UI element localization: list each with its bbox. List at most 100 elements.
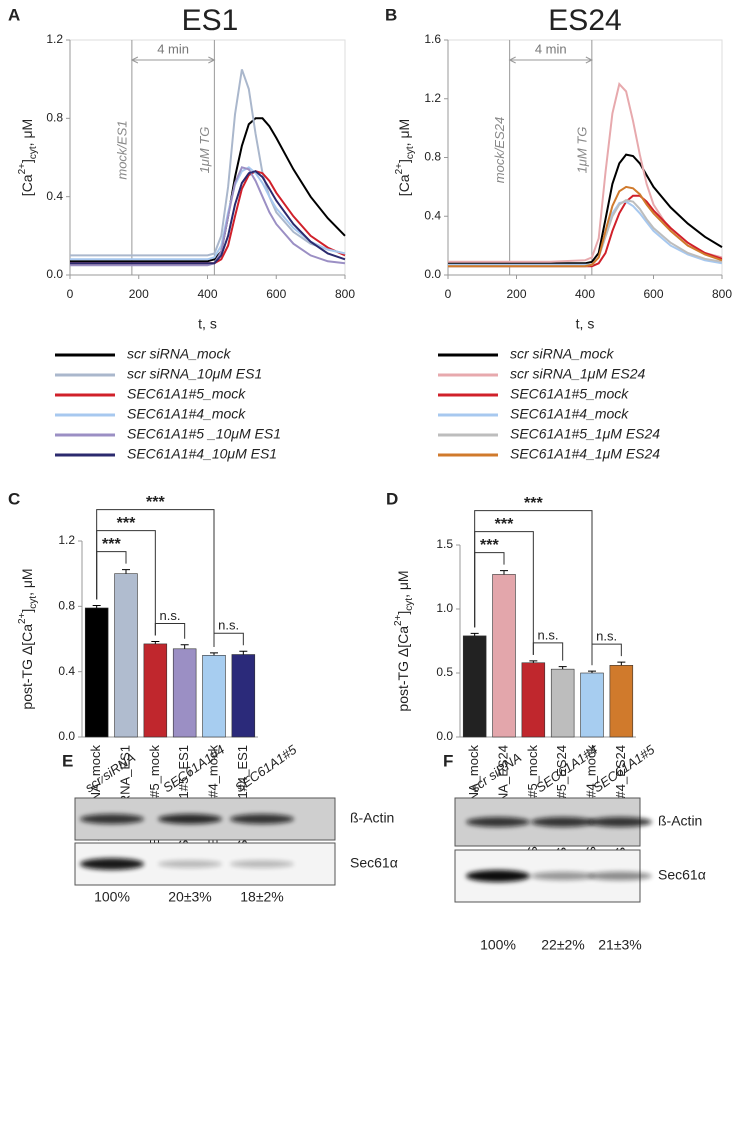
y-axis-label: [Ca2+]cyt, μM [17,119,39,196]
band-label: ß-Actin [658,813,702,829]
y-tick-label: 0.0 [46,267,63,281]
chart-title: ES24 [548,4,621,37]
significance-bracket [532,642,564,661]
series-line [70,170,346,265]
series-line [448,194,723,268]
series-line [448,200,723,266]
bar [202,655,226,738]
label-part: [Ca [396,174,412,196]
series-line [70,166,346,267]
bar [580,672,604,738]
bar [550,668,575,738]
error-bar [239,650,248,655]
x-tick-label: 400 [197,287,217,301]
legend-label: SEC61A1#4_10μM ES1 [127,446,277,462]
quantity-label: 18±2% [240,889,284,905]
panel-label: A [8,5,20,24]
error-bar [558,666,567,670]
significance-label: n.s. [160,608,181,623]
significance-label: *** [524,495,543,512]
label-part: ] [395,611,411,615]
quantity-label: 22±2% [541,937,585,953]
error-bar [92,605,101,608]
x-tick-label: 0 [67,287,74,301]
y-axis-label: post-TG Δ[Ca2+]cyt, μM [17,568,39,709]
quantity-label: 100% [94,889,130,905]
series-line [70,166,346,261]
significance-label: *** [146,494,165,511]
error-bar [180,644,189,649]
blot-band [466,817,530,827]
x-tick-label: 200 [129,287,149,301]
series-line [70,69,346,257]
significance-label: *** [495,516,514,533]
x-tick-label: 200 [506,287,526,301]
x-tick-label: 800 [712,287,732,301]
significance-label: n.s. [218,618,239,633]
panel-label: F [443,751,453,770]
bar [492,574,516,738]
x-axis-label: t, s [198,316,217,332]
label-part: , μM [395,570,411,598]
bar [231,654,256,738]
blot-band [466,870,530,882]
blot-band [80,858,144,870]
blot-band [230,814,294,824]
blot-band [230,860,294,868]
series-line [448,185,723,268]
bar [143,643,168,738]
bar [114,573,138,738]
blot-band [158,814,222,824]
panel-label: B [385,5,397,24]
event-label: mock/ES24 [492,117,507,183]
y-tick-label: 0.8 [46,111,63,125]
bar [84,607,109,738]
y-tick-label: 1.2 [424,91,441,105]
label-part: 2+ [393,614,404,626]
series-line [70,117,346,263]
significance-label: *** [480,537,499,554]
label-part: ] [19,609,35,613]
quantity-label: 21±3% [598,937,642,953]
y-tick-label: 1.5 [436,537,453,551]
series-line [448,153,723,265]
band-label: ß-Actin [350,810,394,826]
label-part: [Ca [19,174,35,196]
legend-label: SEC61A1#5_mock [510,386,629,402]
significance-bracket [474,510,593,666]
x-tick-label: 600 [643,287,663,301]
legend-label: scr siRNA_mock [127,346,231,362]
legend-label: scr siRNA_1μM ES24 [510,366,645,382]
x-tick-label: 600 [266,287,286,301]
legend-label: SEC61A1#4_mock [127,406,246,422]
quantity-label: 20±3% [168,889,212,905]
blot-band [588,871,652,881]
legend-label: scr siRNA_mock [510,346,614,362]
panel-label: C [8,489,20,508]
legend-label: SEC61A1#5_mock [127,386,246,402]
panel-label: E [62,751,73,770]
y-tick-label: 1.6 [424,32,441,46]
event-label: mock/ES1 [114,120,129,179]
x-tick-label: 0 [445,287,452,301]
legend-label: scr siRNA_10μM ES1 [127,366,262,382]
legend-label: SEC61A1#4_mock [510,406,629,422]
legend-label: SEC61A1#5 _10μM ES1 [127,426,281,442]
arrow-head [508,56,516,64]
event-label: 1μM TG [574,127,589,174]
interval-label: 4 min [535,41,567,56]
arrow-head [208,56,216,64]
blot-band [531,871,595,881]
bar [462,635,487,738]
bar [609,665,634,738]
significance-label: *** [117,515,136,532]
panel-label: D [386,489,398,508]
x-tick-label: 800 [335,287,355,301]
error-bar [617,661,626,666]
x-tick-label: 400 [575,287,595,301]
x-axis-label: t, s [576,316,595,332]
significance-label: n.s. [596,629,617,644]
chart-title: ES1 [182,4,239,37]
series-line [448,199,723,268]
